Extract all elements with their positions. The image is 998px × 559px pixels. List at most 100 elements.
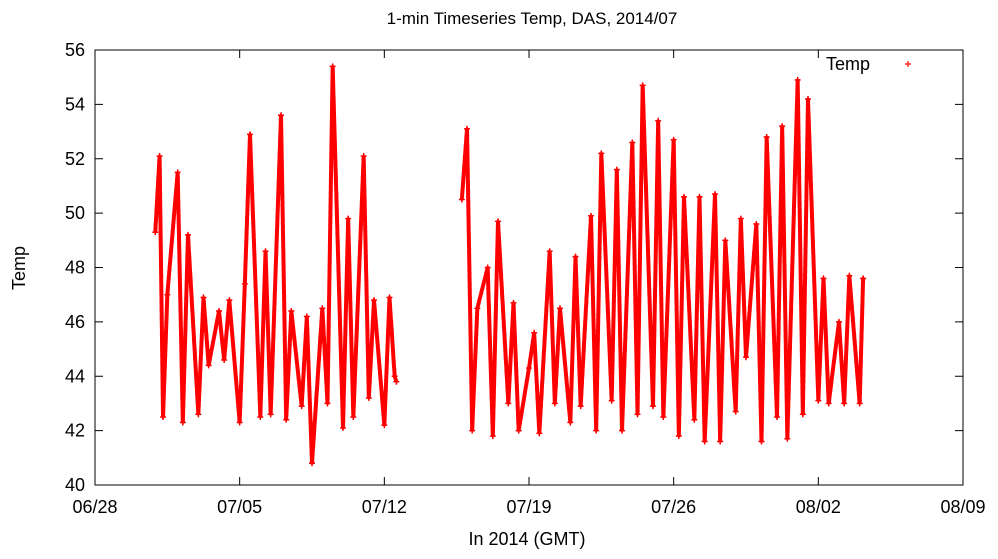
plot-frame [94, 49, 964, 486]
y-tick-label: 56 [65, 40, 85, 60]
y-tick-label: 54 [65, 94, 85, 114]
data-point [531, 329, 538, 336]
y-tick-label: 42 [65, 421, 85, 441]
data-point [691, 416, 698, 423]
data-point [557, 305, 563, 312]
data-point [546, 248, 553, 255]
data-point [774, 414, 780, 421]
data-point [174, 169, 181, 176]
data-point [226, 297, 233, 304]
data-point [262, 248, 269, 255]
data-point [257, 414, 264, 421]
data-point [303, 313, 310, 320]
data-point [185, 231, 191, 238]
x-tick-label: 07/12 [362, 497, 407, 517]
data-point [393, 378, 400, 385]
data-point [567, 419, 574, 426]
legend-label: Temp [826, 54, 870, 74]
data-point [160, 414, 167, 421]
data-point [156, 153, 163, 160]
y-tick-label: 52 [65, 149, 85, 169]
data-point [505, 400, 512, 407]
data-point [696, 193, 703, 200]
data-point [350, 414, 357, 421]
data-point [836, 318, 842, 325]
data-point [489, 433, 496, 440]
data-point [701, 438, 708, 445]
y-tick-label: 46 [65, 312, 85, 332]
data-point [458, 196, 465, 203]
data-point [371, 297, 377, 304]
data-point [278, 112, 284, 119]
data-point [577, 403, 584, 410]
data-point [469, 427, 476, 434]
data-point [670, 136, 677, 143]
data-point [619, 427, 625, 434]
y-tick-label: 50 [65, 203, 85, 223]
data-point [345, 215, 352, 222]
data-point [856, 400, 863, 407]
y-axis-label: Temp [9, 246, 29, 290]
x-tick-label: 08/02 [796, 497, 841, 517]
data-point [660, 414, 667, 421]
data-point [608, 397, 615, 404]
data-point [737, 215, 744, 222]
data-point [799, 411, 806, 418]
x-tick-label: 07/05 [217, 497, 262, 517]
data-point [860, 275, 867, 282]
chart-title: 1-min Timeseries Temp, DAS, 2014/07 [387, 9, 678, 28]
x-tick-label: 07/26 [651, 497, 696, 517]
data-point [495, 218, 501, 225]
data-point [340, 424, 346, 431]
data-point [634, 411, 641, 418]
data-point [598, 150, 605, 157]
data-point [381, 422, 388, 429]
data-point [551, 400, 558, 407]
data-point [288, 308, 295, 314]
data-point [329, 63, 336, 70]
data-point [319, 305, 326, 312]
data-point [681, 193, 687, 200]
data-point [593, 427, 600, 434]
plot-marks [152, 63, 867, 467]
data-point [247, 131, 253, 138]
data-point [365, 395, 372, 401]
x-axis-label: In 2014 (GMT) [468, 529, 585, 549]
data-point [241, 280, 248, 287]
data-point [164, 291, 171, 298]
data-point [815, 397, 822, 404]
x-tick-label: 07/19 [506, 497, 551, 517]
data-point [650, 403, 656, 410]
data-point [717, 438, 724, 445]
data-point [216, 308, 222, 314]
data-point [152, 229, 159, 236]
data-point [825, 400, 832, 407]
axes: 06/28 07/05 07/12 07/19 07/26 08/02 08/09 40 42 4… [65, 40, 986, 517]
data-point [360, 153, 367, 160]
data-point [205, 362, 212, 369]
data-point [732, 408, 739, 415]
legend-marker-plus [905, 61, 911, 67]
data-point [283, 416, 290, 423]
data-point [195, 411, 202, 418]
data-point [753, 221, 760, 227]
legend: Temp [826, 54, 911, 74]
series-temp-marks [153, 64, 866, 466]
data-point [221, 356, 228, 363]
data-point [474, 305, 481, 312]
data-point [758, 438, 765, 445]
data-point [536, 430, 543, 437]
y-tick-label: 40 [65, 475, 85, 495]
data-point [386, 294, 393, 301]
data-point [639, 82, 646, 89]
data-point [298, 403, 305, 410]
x-tick-label: 08/09 [940, 497, 985, 517]
data-point [236, 419, 243, 426]
data-point [464, 125, 470, 132]
data-point [484, 264, 491, 271]
data-point [515, 427, 522, 434]
data-point [629, 139, 636, 146]
data-point [526, 365, 532, 372]
data-point [267, 411, 274, 418]
